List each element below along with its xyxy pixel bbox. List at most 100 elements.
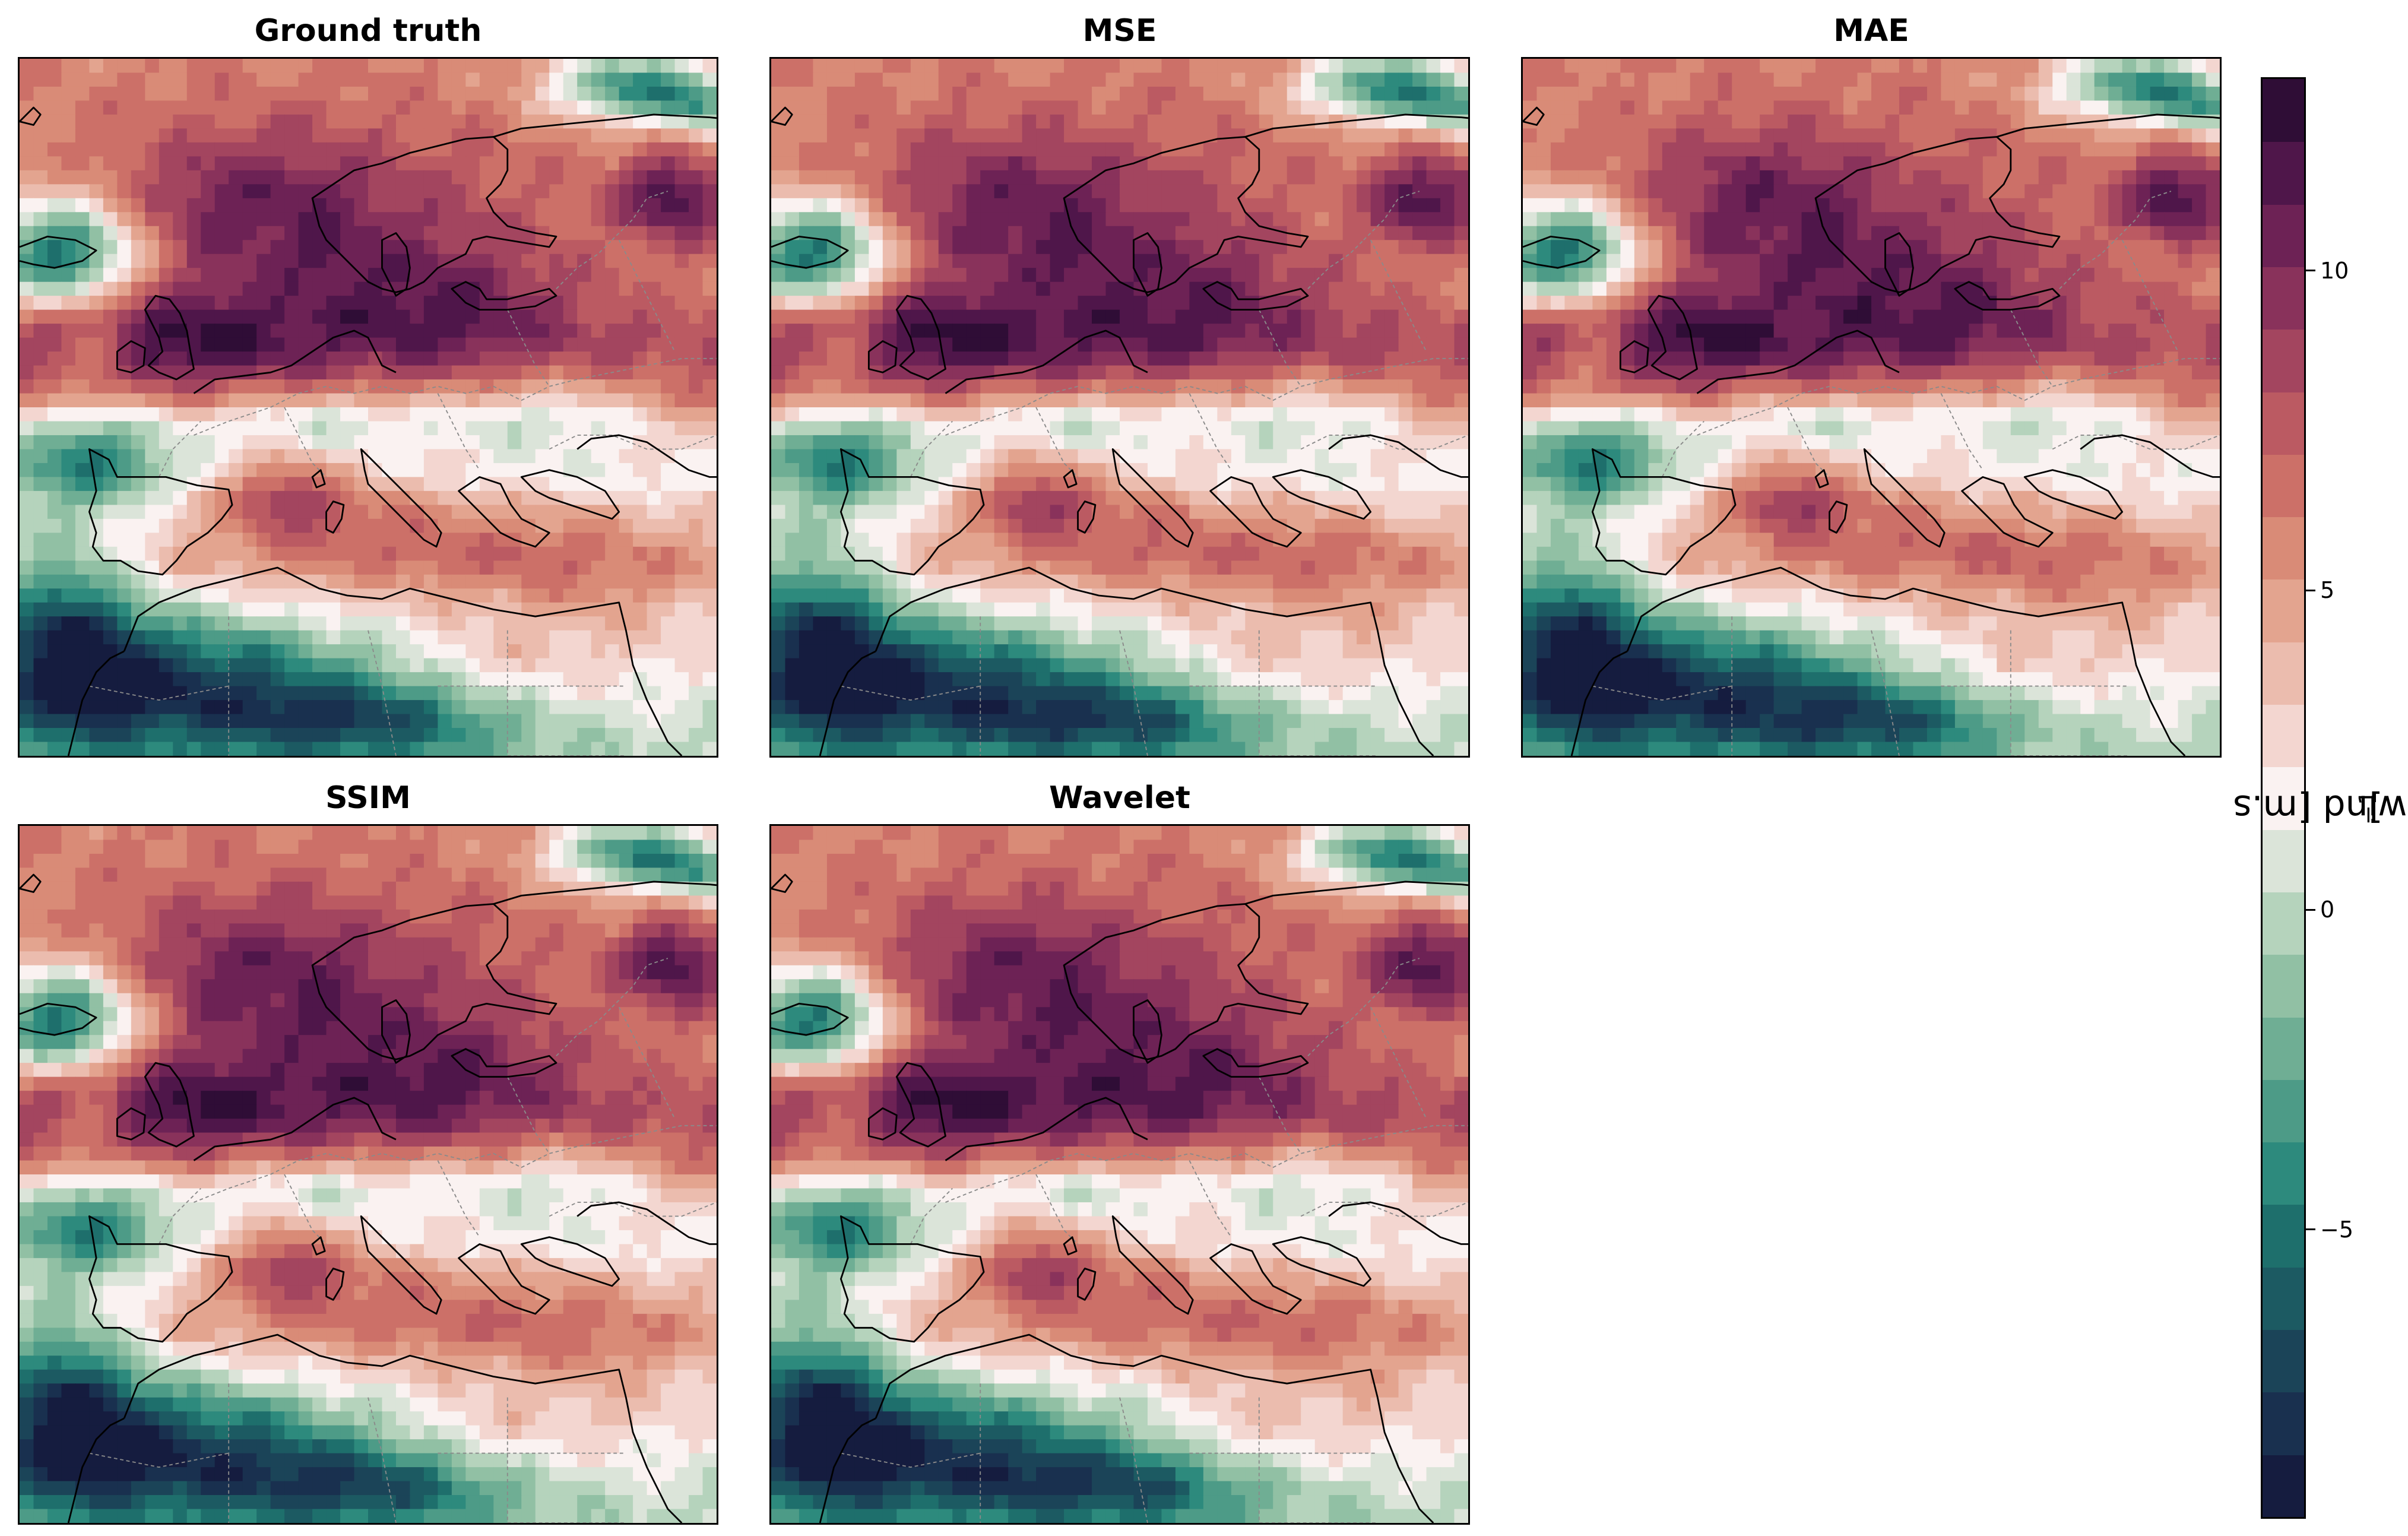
wind-cell bbox=[479, 337, 495, 352]
wind-cell bbox=[854, 700, 870, 715]
wind-cell bbox=[1412, 226, 1427, 240]
wind-cell bbox=[1384, 686, 1399, 701]
wind-cell bbox=[1301, 421, 1316, 436]
wind-cell bbox=[20, 449, 34, 464]
wind-cell bbox=[1105, 324, 1120, 338]
wind-cell bbox=[229, 658, 243, 673]
wind-cell bbox=[1133, 560, 1148, 575]
wind-cell bbox=[924, 421, 939, 436]
wind-cell bbox=[647, 393, 661, 408]
wind-cell bbox=[966, 337, 981, 352]
wind-cell bbox=[20, 477, 34, 492]
wind-cell bbox=[841, 407, 856, 422]
wind-cell bbox=[214, 198, 229, 213]
wind-cell bbox=[395, 393, 411, 408]
wind-cell bbox=[20, 59, 34, 74]
wind-cell bbox=[689, 184, 704, 199]
wind-cell bbox=[229, 212, 243, 227]
wind-cell bbox=[1329, 686, 1344, 701]
wind-cell bbox=[1440, 560, 1455, 575]
wind-cell bbox=[1287, 658, 1301, 673]
wind-cell bbox=[563, 616, 578, 631]
wind-cell bbox=[521, 546, 536, 561]
wind-cell bbox=[1217, 616, 1232, 631]
wind-cell bbox=[131, 449, 146, 464]
wind-cell bbox=[702, 672, 717, 687]
wind-cell bbox=[1231, 560, 1246, 575]
wind-cell bbox=[479, 100, 495, 115]
wind-cell bbox=[354, 337, 369, 352]
wind-cell bbox=[270, 281, 285, 296]
wind-cell bbox=[298, 560, 313, 575]
wind-cell bbox=[298, 337, 313, 352]
wind-cell bbox=[591, 449, 606, 464]
wind-cell bbox=[1078, 700, 1092, 715]
wind-cell bbox=[771, 365, 786, 380]
wind-cell bbox=[1147, 463, 1162, 478]
wind-cell bbox=[103, 72, 118, 87]
wind-cell bbox=[549, 337, 564, 352]
wind-cell bbox=[438, 505, 452, 520]
wind-cell bbox=[605, 518, 620, 534]
wind-cell bbox=[535, 630, 550, 645]
wind-cell bbox=[924, 560, 939, 575]
wind-cell bbox=[882, 463, 898, 478]
wind-cell bbox=[647, 254, 661, 268]
wind-cell bbox=[619, 351, 633, 366]
wind-cell bbox=[1105, 128, 1120, 143]
wind-cell bbox=[1412, 407, 1427, 422]
wind-cell bbox=[201, 644, 216, 659]
wind-cell bbox=[229, 630, 243, 645]
wind-cell bbox=[438, 59, 452, 74]
wind-cell bbox=[1314, 351, 1329, 366]
wind-cell bbox=[1329, 198, 1344, 213]
wind-cell bbox=[1440, 449, 1455, 464]
wind-cell bbox=[242, 156, 257, 171]
wind-cell bbox=[47, 407, 62, 422]
wind-cell bbox=[1273, 309, 1288, 324]
wind-cell bbox=[521, 407, 536, 422]
wind-cell bbox=[340, 128, 355, 143]
wind-cell bbox=[1203, 728, 1218, 743]
wind-cell bbox=[994, 309, 1009, 324]
wind-cell bbox=[826, 728, 842, 743]
wind-cell bbox=[980, 379, 995, 394]
wind-cell bbox=[270, 588, 285, 603]
wind-cell bbox=[910, 700, 925, 715]
wind-cell bbox=[242, 644, 257, 659]
wind-cell bbox=[382, 324, 397, 338]
wind-cell bbox=[395, 365, 411, 380]
wind-cell bbox=[159, 407, 173, 422]
wind-cell bbox=[201, 212, 216, 227]
wind-cell bbox=[1078, 59, 1092, 74]
wind-cell bbox=[214, 728, 229, 743]
wind-cell bbox=[159, 59, 173, 74]
wind-cell bbox=[340, 142, 355, 157]
wind-cell bbox=[924, 337, 939, 352]
wind-cell bbox=[1357, 351, 1371, 366]
wind-cell bbox=[410, 309, 424, 324]
wind-cell bbox=[1273, 630, 1288, 645]
wind-cell bbox=[214, 490, 229, 506]
wind-cell bbox=[647, 337, 661, 352]
wind-cell bbox=[103, 198, 118, 213]
wind-cell bbox=[270, 72, 285, 87]
wind-cell bbox=[1008, 644, 1023, 659]
wind-cell bbox=[702, 142, 717, 157]
wind-cell bbox=[1314, 170, 1329, 185]
wind-cell bbox=[438, 156, 452, 171]
wind-cell bbox=[994, 365, 1009, 380]
wind-cell bbox=[214, 714, 229, 729]
wind-cell bbox=[395, 728, 411, 743]
wind-cell bbox=[1078, 602, 1092, 617]
wind-cell bbox=[451, 728, 467, 743]
wind-cell bbox=[674, 296, 689, 311]
wind-cell bbox=[1301, 240, 1316, 255]
wind-cell bbox=[33, 505, 48, 520]
wind-cell bbox=[702, 435, 717, 450]
wind-cell bbox=[521, 128, 536, 143]
wind-cell bbox=[1440, 728, 1455, 743]
wind-cell bbox=[451, 296, 467, 311]
wind-cell bbox=[1092, 449, 1107, 464]
wind-cell bbox=[966, 714, 981, 729]
